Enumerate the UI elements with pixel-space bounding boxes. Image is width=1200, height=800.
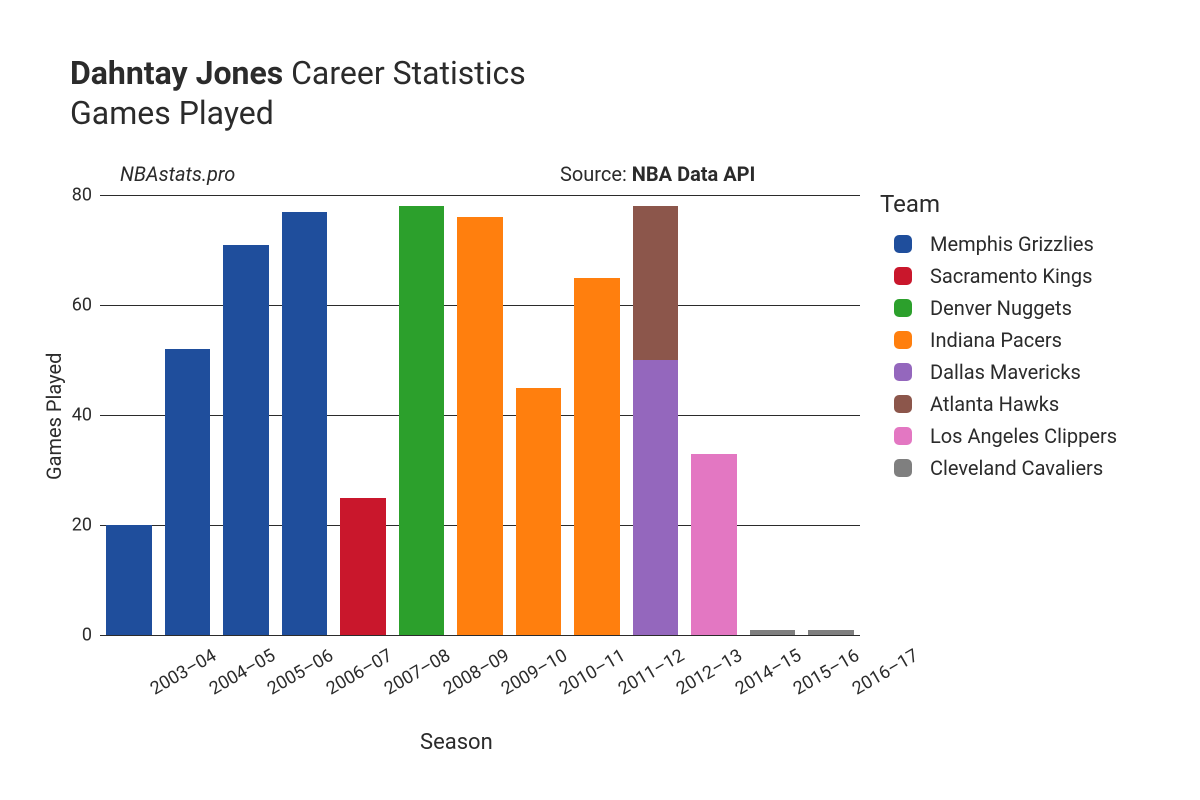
legend-swatch [894,331,912,349]
legend-item: Cleveland Cavaliers [880,452,1117,484]
bar-segment [165,349,211,635]
x-tick-label: 2008–09 [439,645,512,699]
legend-swatch [894,267,912,285]
legend-swatch [894,299,912,317]
bar-segment [282,212,328,636]
x-tick-label: 2005–06 [264,645,337,699]
legend-item: Sacramento Kings [880,260,1117,292]
legend-item: Los Angeles Clippers [880,420,1117,452]
gridline [100,635,860,636]
y-tick-label: 80 [72,185,92,206]
legend-item: Dallas Mavericks [880,356,1117,388]
legend-item: Atlanta Hawks [880,388,1117,420]
bar-segment [750,630,796,636]
y-tick-label: 20 [72,515,92,536]
legend-label: Dallas Mavericks [930,360,1081,384]
x-tick-label: 2004–05 [205,645,278,699]
legend-swatch [894,235,912,253]
bar-segment [633,206,679,360]
legend-label: Indiana Pacers [930,328,1062,352]
chart-title-line1: Dahntay Jones Career Statistics [70,54,526,92]
legend-label: Los Angeles Clippers [930,424,1117,448]
gridline [100,195,860,196]
x-tick-label: 2009–10 [498,645,571,699]
legend-item: Denver Nuggets [880,292,1117,324]
bar-segment [808,630,854,636]
player-name: Dahntay Jones [70,54,283,92]
y-tick-label: 40 [72,405,92,426]
legend-label: Sacramento Kings [930,264,1092,288]
legend-swatch [894,363,912,381]
legend-title: Team [880,190,1117,218]
chart-subtitle: Games Played [70,94,526,132]
x-tick-label: 2012–13 [673,645,746,699]
x-tick-label: 2014–15 [732,645,805,699]
legend-swatch [894,395,912,413]
x-tick-label: 2007–08 [381,645,454,699]
bar-segment [399,206,445,635]
bar-segment [516,388,562,636]
x-tick-label: 2016–17 [848,645,921,699]
legend-item: Memphis Grizzlies [880,228,1117,260]
title-suffix: Career Statistics [291,54,526,92]
y-tick-label: 0 [82,625,92,646]
bar-segment [340,498,386,636]
y-tick-label: 60 [72,295,92,316]
legend-swatch [894,459,912,477]
x-tick-label: 2010–11 [556,645,629,699]
bar-segment [691,454,737,636]
plot-area: 0204060802003–042004–052005–062006–07200… [100,195,860,635]
x-tick-label: 2003–04 [147,645,220,699]
chart-area: 0204060802003–042004–052005–062006–07200… [60,150,820,590]
legend-label: Cleveland Cavaliers [930,456,1103,480]
bar-segment [106,525,152,635]
x-tick-label: 2006–07 [322,645,395,699]
legend-label: Denver Nuggets [930,296,1072,320]
legend-item: Indiana Pacers [880,324,1117,356]
x-axis-label: Season [420,730,493,755]
bar-segment [223,245,269,636]
legend: Team Memphis Grizzlies Sacramento Kings De… [880,190,1117,484]
x-tick-label: 2011–12 [615,645,688,699]
bar-segment [457,217,503,635]
x-tick-label: 2015–16 [790,645,863,699]
chart-title-block: Dahntay Jones Career Statistics Games Pl… [70,54,526,132]
legend-swatch [894,427,912,445]
bar-segment [633,360,679,635]
legend-label: Atlanta Hawks [930,392,1059,416]
bar-segment [574,278,620,636]
legend-label: Memphis Grizzlies [930,232,1094,256]
